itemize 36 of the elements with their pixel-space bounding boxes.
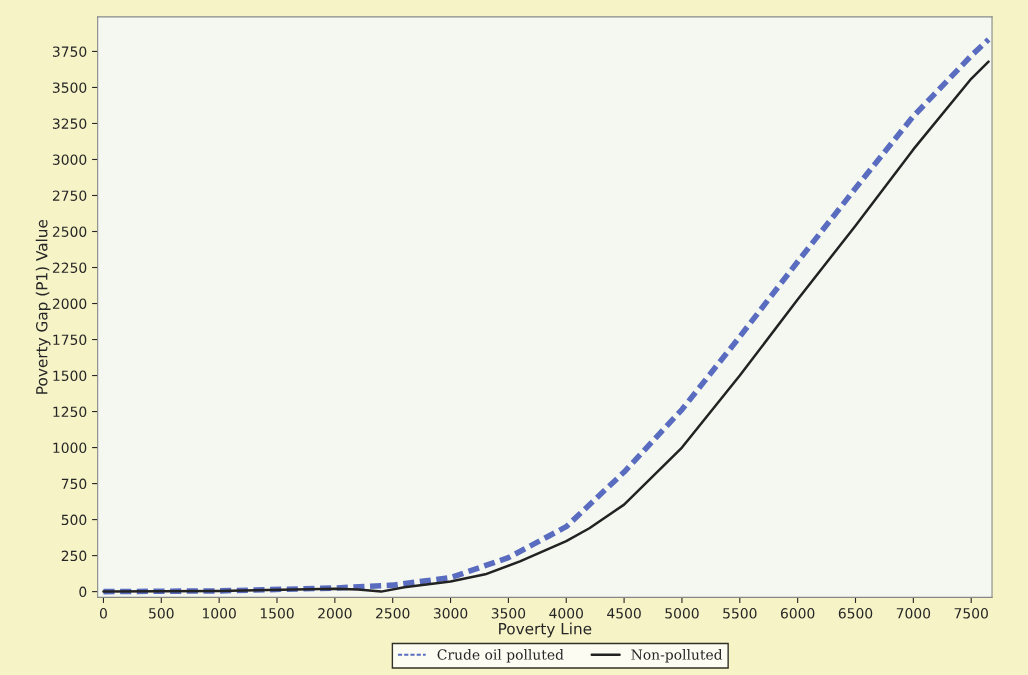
y-tick-label: 3000 (52, 154, 87, 165)
y-tick-label: 3250 (52, 118, 87, 129)
y-tick-label: 2500 (52, 226, 87, 237)
y-tick-label: 1750 (53, 334, 87, 346)
x-tick-label: 7500 (954, 608, 988, 619)
y-axis-title: Poverty Gap (P1) Value (35, 219, 51, 394)
x-tick-label: 7000 (896, 608, 931, 619)
x-tick-label: 3000 (433, 608, 468, 619)
y-tick-label: 2250 (52, 262, 87, 273)
y-tick-label: 1500 (53, 370, 87, 382)
y-tick-label: 3750 (52, 46, 87, 57)
x-tick-label: 3500 (491, 608, 526, 619)
y-tick-label: 500 (61, 514, 87, 526)
x-tick-label: 500 (149, 608, 174, 619)
y-tick-label: 2000 (52, 298, 87, 309)
legend-label: Crude oil polluted (437, 649, 564, 663)
x-tick-label: 1500 (260, 608, 294, 619)
x-tick-label: 4000 (549, 608, 583, 619)
y-tick-label: 1250 (53, 406, 87, 418)
y-tick-label: 0 (79, 586, 87, 598)
x-tick-label: 6000 (780, 608, 815, 619)
x-tick-label: 2500 (376, 608, 410, 619)
x-tick-label: 4500 (607, 608, 641, 619)
x-tick-label: 0 (99, 608, 107, 619)
legend-label: Non-polluted (631, 649, 723, 663)
y-tick-label: 250 (61, 550, 87, 562)
y-tick-label: 2750 (52, 190, 87, 201)
x-tick-label: 5500 (723, 608, 757, 619)
x-tick-label: 5000 (665, 608, 699, 619)
x-tick-label: 1000 (203, 608, 236, 619)
y-tick-label: 750 (61, 478, 87, 490)
x-axis-title: Poverty Line (499, 622, 592, 638)
y-tick-label: 3500 (52, 82, 87, 93)
y-tick-label: 1000 (53, 442, 87, 454)
x-tick-label: 6500 (838, 608, 873, 619)
x-tick-label: 2000 (318, 608, 352, 619)
